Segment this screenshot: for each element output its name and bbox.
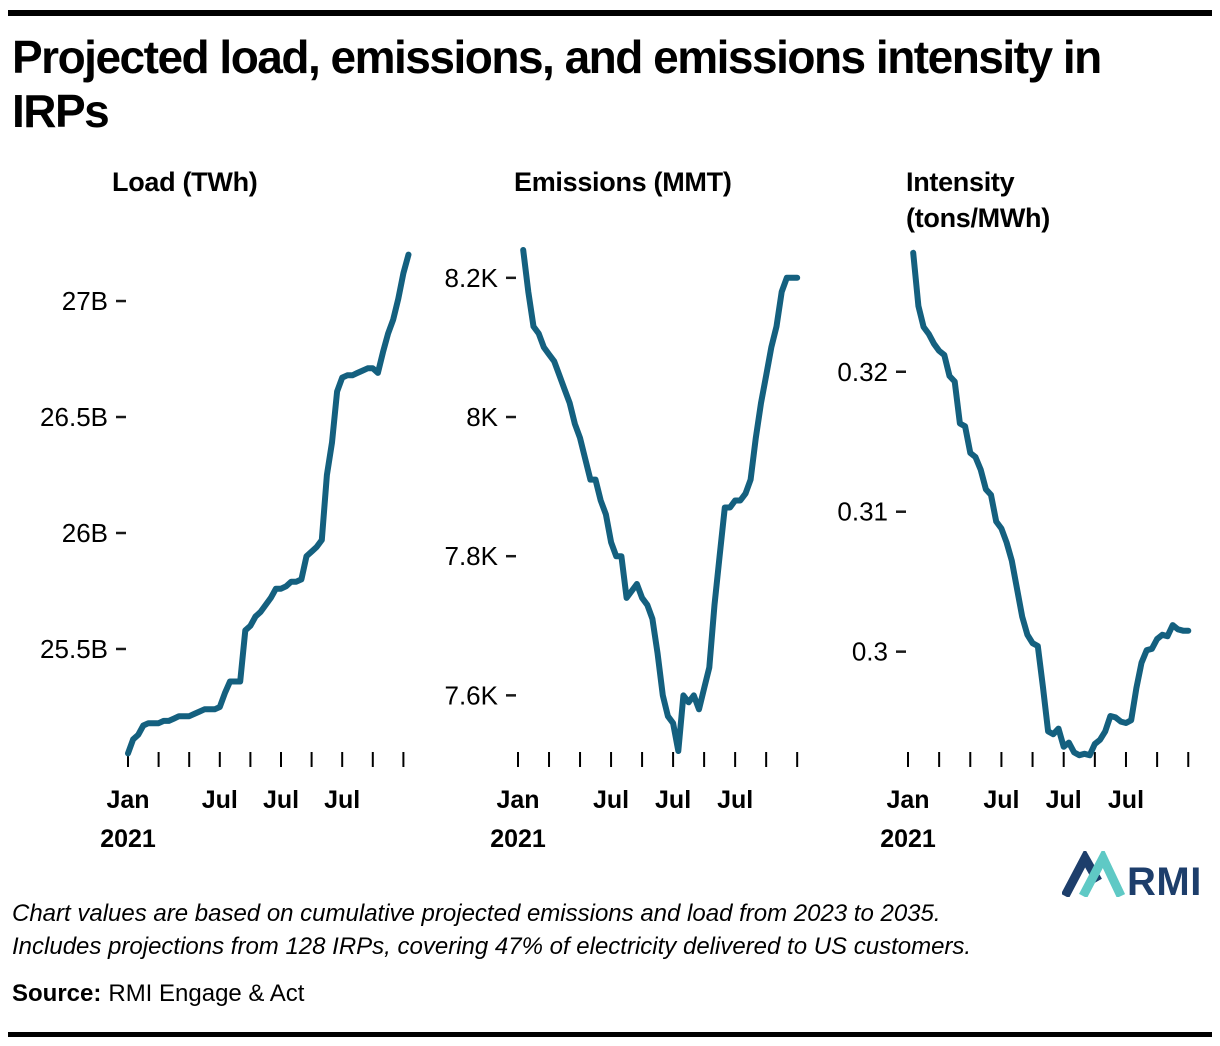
x-tick-label: 2021 bbox=[880, 825, 936, 853]
panel-title-intensity: Intensity (tons/MWh) bbox=[906, 164, 1050, 236]
x-tick-label: Jul bbox=[1108, 786, 1144, 814]
x-tick-label: Jul bbox=[324, 786, 360, 814]
y-tick-label: 26B bbox=[62, 518, 108, 548]
x-tick-label: Jan bbox=[496, 786, 539, 814]
panel-title-emissions: Emissions (MMT) bbox=[514, 164, 732, 200]
data-line-series bbox=[910, 249, 1192, 759]
y-tick-label: 25.5B bbox=[40, 634, 108, 664]
rmi-logo: RMI bbox=[1062, 851, 1202, 897]
x-tick-label: Jan bbox=[886, 786, 929, 814]
panel-title-emissions-text: Emissions (MMT) bbox=[514, 167, 732, 197]
y-tick-label: 26.5B bbox=[40, 402, 108, 432]
panel-title-intensity-unit: (tons/MWh) bbox=[906, 203, 1050, 233]
top-rule bbox=[8, 10, 1212, 16]
y-tick-label: 8K bbox=[466, 402, 498, 432]
chart-footnote: Chart values are based on cumulative pro… bbox=[12, 897, 1112, 963]
page-title-line1: Projected load, emissions, and emissions… bbox=[12, 31, 1102, 83]
panel-title-load: Load (TWh) bbox=[112, 164, 258, 200]
y-tick-label: 0.3 bbox=[852, 637, 888, 667]
x-tick-label: 2021 bbox=[490, 825, 546, 853]
page-title-line2: IRPs bbox=[12, 85, 110, 137]
bottom-rule bbox=[8, 1032, 1212, 1037]
source-line: Source: RMI Engage & Act bbox=[12, 980, 304, 1008]
page-title: Projected load, emissions, and emissions… bbox=[12, 30, 1208, 138]
x-tick-label: Jul bbox=[1046, 786, 1082, 814]
source-value: RMI Engage & Act bbox=[108, 980, 305, 1007]
x-tick-label: Jan bbox=[106, 786, 149, 814]
x-tick-label: Jul bbox=[263, 786, 299, 814]
y-tick-label: 7.6K bbox=[445, 680, 499, 710]
panel-title-load-text: Load (TWh) bbox=[112, 167, 258, 197]
rmi-logo-wordmark: RMI bbox=[1127, 860, 1202, 897]
panel-title-intensity-text: Intensity bbox=[906, 167, 1015, 197]
data-line-series bbox=[520, 247, 801, 754]
x-tick-label: Jul bbox=[202, 786, 238, 814]
x-tick-label: Jul bbox=[983, 786, 1019, 814]
footnote-line2: Includes projections from 128 IRPs, cove… bbox=[12, 933, 972, 960]
y-tick-label: 27B bbox=[62, 286, 108, 316]
y-tick-label: 0.32 bbox=[837, 357, 888, 387]
x-tick-label: Jul bbox=[593, 786, 629, 814]
y-tick-label: 0.31 bbox=[837, 497, 888, 527]
y-tick-label: 8.2K bbox=[445, 263, 499, 293]
footnote-line1: Chart values are based on cumulative pro… bbox=[12, 900, 941, 927]
rmi-logo-mountain-teal-icon bbox=[1079, 851, 1126, 897]
x-tick-label: Jul bbox=[717, 786, 753, 814]
x-tick-label: Jul bbox=[655, 786, 691, 814]
y-tick-label: 7.8K bbox=[445, 541, 499, 571]
x-tick-label: 2021 bbox=[100, 825, 156, 853]
source-label: Source: bbox=[12, 980, 102, 1007]
data-line-series bbox=[125, 251, 412, 757]
